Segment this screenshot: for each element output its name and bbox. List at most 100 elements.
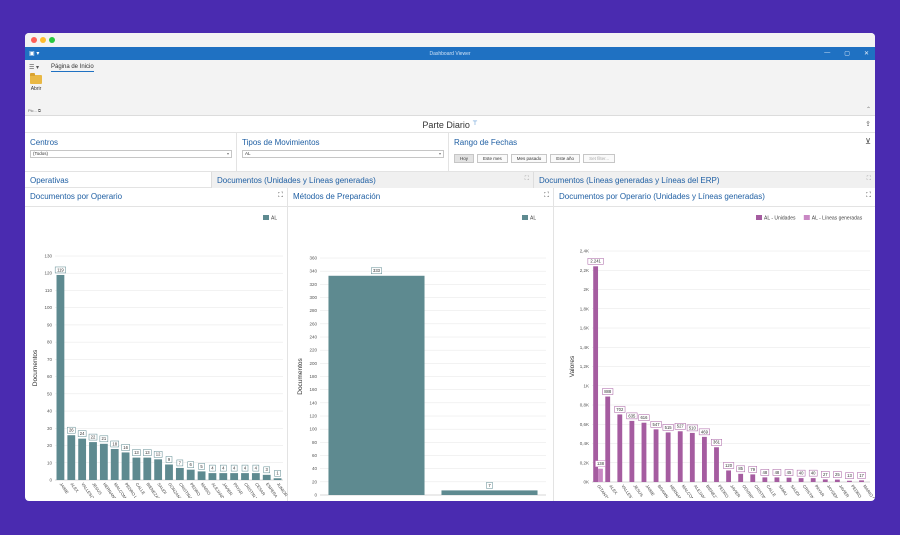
data-label: 4: [211, 466, 214, 471]
export-icon[interactable]: ⇪: [865, 121, 871, 128]
y-tick-label: 200: [309, 361, 317, 366]
x-tick-label: PEDRO: [850, 484, 863, 498]
bar: [859, 480, 864, 482]
bar: [186, 469, 195, 480]
y-tick-label: 180: [309, 374, 317, 379]
data-label-box: [77, 430, 87, 437]
x-tick-label: JAYSEN: [826, 484, 839, 498]
data-label-box: [626, 412, 638, 420]
tab-documentos-unidades-label: Documentos (Unidades y Líneas generadas): [217, 176, 376, 185]
bar: [99, 443, 108, 480]
y-tick-label: 80: [312, 440, 318, 445]
open-label: Abrir: [30, 86, 42, 92]
bar: [230, 473, 239, 480]
y-tick-label: 320: [309, 282, 317, 287]
panel-documentos-operario: Documentos por Operario ⛶ 0 10 20 30 40 50 60 7…: [25, 188, 288, 501]
bar: [798, 478, 804, 482]
maximize-icon[interactable]: ⛶: [866, 192, 871, 199]
y-tick-label: 240: [309, 335, 317, 340]
y-tick-label: 40: [312, 466, 318, 471]
maximize-button[interactable]: ▢: [844, 51, 850, 57]
clear-filter-icon[interactable]: ⊻: [865, 137, 871, 146]
data-label: 5: [200, 464, 203, 469]
maximize-icon[interactable]: ⛶: [278, 192, 283, 199]
y-tick-label: 20: [312, 479, 318, 484]
bar: [701, 436, 707, 482]
collapse-ribbon-icon[interactable]: ⌃: [865, 107, 871, 113]
maximize-icon[interactable]: ⛶: [524, 176, 529, 182]
tab-documentos-unidades[interactable]: Documentos (Unidades y Líneas generadas)…: [211, 172, 533, 188]
x-tick-label: JAVIER: [838, 484, 850, 498]
bar: [629, 420, 635, 482]
data-label-box: [230, 464, 238, 472]
chart-panels: Documentos por Operario ⛶ 0 10 20 30 40 50 60 7…: [25, 188, 875, 501]
chart1-title: Documentos por Operario: [30, 192, 123, 201]
mes-pasado-button[interactable]: Mes pasado: [510, 154, 548, 163]
data-label: 79: [750, 467, 755, 472]
y-tick-label: 280: [309, 308, 317, 313]
zoom-dot-icon[interactable]: [49, 37, 55, 43]
bar: [78, 438, 87, 480]
tab-operativas[interactable]: Operativas: [30, 176, 69, 185]
data-label-box: [736, 465, 745, 473]
data-label: 7: [488, 483, 491, 488]
app-icon[interactable]: ▣ ▾: [29, 51, 40, 57]
bar: [653, 429, 659, 482]
bar: [714, 447, 719, 482]
centros-select[interactable]: (Todos) ▾: [30, 150, 232, 158]
y-tick-label: 110: [45, 288, 53, 293]
data-label: 48: [763, 470, 768, 475]
data-label: 13: [145, 450, 150, 455]
data-label: 333: [373, 268, 381, 273]
data-label-box: [808, 469, 818, 477]
x-tick-label: JAIME: [59, 482, 70, 495]
tipos-value: AL: [245, 151, 251, 156]
data-label: 13: [134, 450, 139, 455]
data-label-box: [99, 435, 109, 443]
data-label: 40: [799, 471, 804, 476]
data-label-box: [821, 471, 830, 478]
close-button[interactable]: ✕: [863, 51, 869, 57]
file-menu-icon[interactable]: ☰ ▾: [29, 65, 40, 71]
tab-documentos-lineas[interactable]: Documentos (Líneas generadas y Líneas de…: [533, 172, 875, 188]
tipos-select[interactable]: AL ▾: [242, 150, 444, 158]
y-tick-label: 1,6K: [580, 326, 589, 331]
rango-label: Rango de Fechas: [454, 138, 518, 147]
panel-metodos-preparacion: Métodos de Preparación ⛶ 0 20 40 60 80 100 120…: [288, 188, 554, 501]
y-tick-label: 40: [47, 409, 53, 414]
filter-rango: Rango de Fechas Hoy Este mes Mes pasado …: [449, 133, 875, 172]
data-label-box: [241, 464, 249, 472]
filter-indicator-icon[interactable]: ⊤: [472, 121, 478, 127]
legend-label: AL - Unidades: [764, 216, 796, 222]
maximize-icon[interactable]: ⛶: [544, 192, 549, 199]
legend-swatch: [756, 215, 762, 220]
minimize-button[interactable]: —: [824, 50, 831, 56]
y-tick-label: 140: [309, 400, 317, 405]
open-button[interactable]: Abrir: [28, 73, 44, 92]
data-label: 40: [811, 471, 816, 476]
chevron-down-icon: ▾: [438, 151, 441, 156]
y-tick-label: 10: [47, 460, 53, 465]
data-label-box: [638, 414, 650, 421]
data-label: 4: [233, 466, 236, 471]
tab-pagina-inicio[interactable]: Página de Inicio: [51, 64, 94, 72]
bar: [132, 457, 141, 480]
close-dot-icon[interactable]: [31, 37, 37, 43]
data-label-box: [760, 469, 770, 476]
bar: [677, 431, 683, 482]
x-tick-label: PAYAR: [814, 484, 826, 498]
dashboard-title: Parte Diario: [422, 120, 470, 130]
y-tick-label: 340: [309, 269, 317, 274]
bar: [847, 480, 852, 482]
minimize-dot-icon[interactable]: [40, 37, 46, 43]
y-tick-label: 120: [309, 414, 317, 419]
data-label-box: [772, 469, 782, 476]
data-label-box: [710, 439, 722, 446]
hoy-button[interactable]: Hoy: [454, 154, 475, 163]
set-filter-button[interactable]: Set filter...: [583, 154, 616, 163]
ribbon-group-label[interactable]: Pic... ⧉: [28, 108, 41, 113]
data-label: 21: [102, 436, 107, 441]
maximize-icon[interactable]: ⛶: [866, 176, 871, 182]
este-mes-button[interactable]: Este mes: [477, 154, 508, 163]
este-ano-button[interactable]: Este año: [550, 154, 581, 163]
